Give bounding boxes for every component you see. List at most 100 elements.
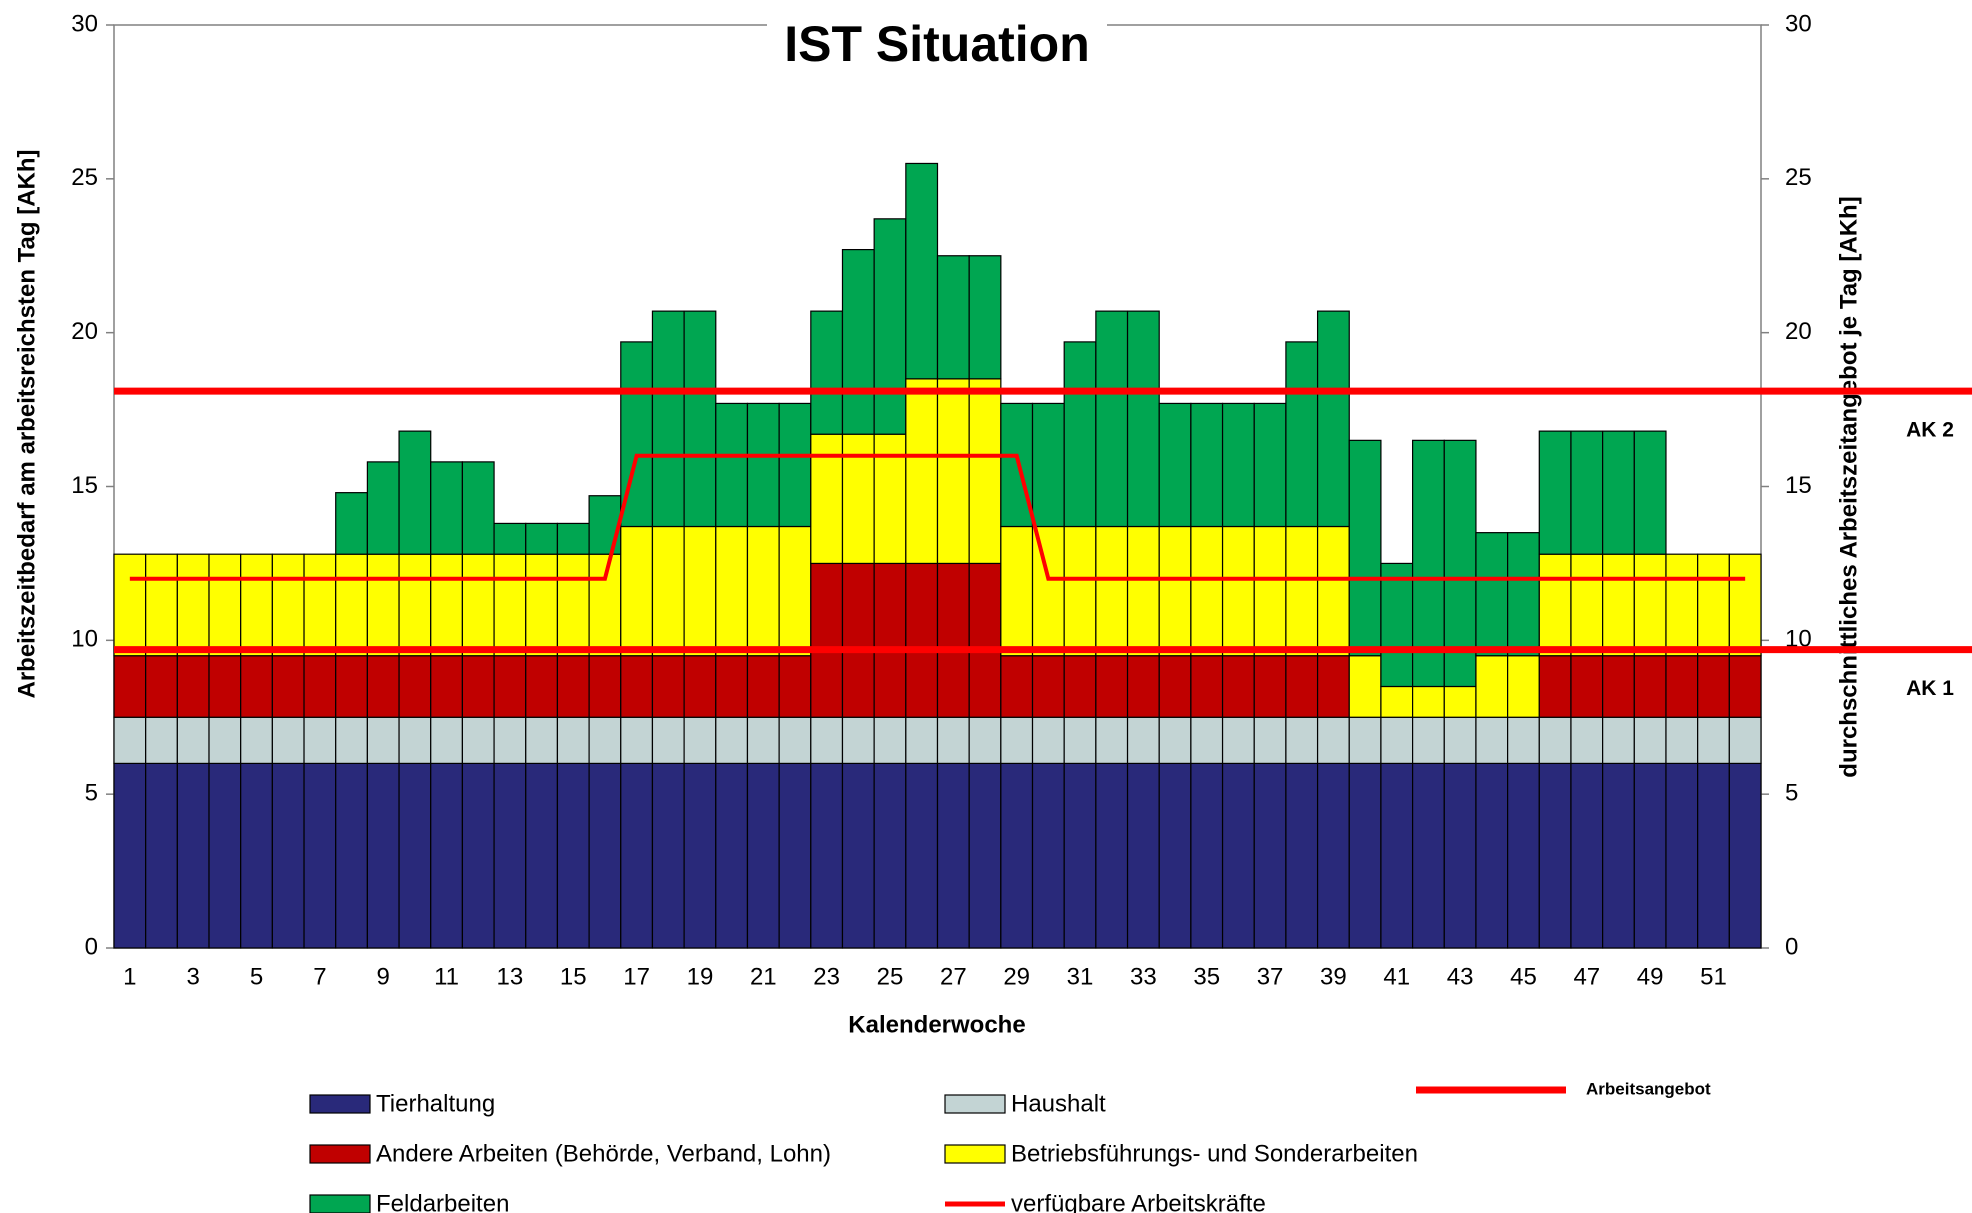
bar-segment <box>905 162 939 380</box>
bar-segment <box>1411 439 1445 688</box>
bar-segment <box>1000 525 1034 657</box>
chart-title: IST Situation <box>784 16 1090 72</box>
bar-segment <box>303 716 337 765</box>
bar-segment <box>746 655 780 718</box>
bar-segment <box>1443 716 1477 765</box>
bar-segment <box>556 762 590 949</box>
bar-segment <box>1285 655 1319 718</box>
x-tick-label: 31 <box>1067 963 1094 990</box>
bar-segment <box>1253 716 1287 765</box>
line-series <box>129 453 1746 581</box>
legend-swatch <box>944 1144 1006 1164</box>
bar-segment <box>1380 762 1414 949</box>
bar-segment <box>1538 716 1572 765</box>
bar-segment <box>1000 402 1034 528</box>
bar-segment <box>303 762 337 949</box>
bar-segment <box>1538 762 1572 949</box>
bar-segment <box>1316 310 1350 528</box>
bar-segment <box>1253 402 1287 528</box>
x-tick-label: 9 <box>377 963 390 990</box>
bar-segment <box>1602 762 1635 949</box>
bar-segment <box>588 495 622 555</box>
bar-segment <box>1728 716 1762 765</box>
title-background <box>767 10 1107 70</box>
bar-segment <box>905 716 939 765</box>
x-axis-title: Kalenderwoche <box>848 1011 1025 1038</box>
bar-segment <box>683 762 717 949</box>
bar-segment <box>335 655 368 718</box>
bar-segment <box>1316 525 1350 657</box>
x-tick-label: 27 <box>940 963 967 990</box>
bar-segment <box>683 716 717 765</box>
x-tick-label: 41 <box>1383 963 1410 990</box>
legend-label: Betriebsführungs- und Sonderarbeiten <box>1011 1140 1418 1167</box>
bar-segment <box>1697 762 1730 949</box>
bar-segment <box>145 553 178 657</box>
bar-segment <box>936 562 970 718</box>
bar-segment <box>1697 553 1730 657</box>
bar-segment <box>1316 762 1350 949</box>
bar-segment <box>810 716 844 765</box>
bar-segment <box>1602 430 1635 555</box>
bar-segment <box>556 655 590 718</box>
bar-segment <box>461 762 495 949</box>
x-tick-label: 19 <box>687 963 714 990</box>
x-tick-label: 1 <box>123 963 136 990</box>
bar-segment <box>936 716 970 765</box>
bar-segment <box>968 255 1002 380</box>
bar-segment <box>176 762 210 949</box>
x-tick-label: 7 <box>313 963 326 990</box>
bar-segment <box>176 553 210 657</box>
bar-segment <box>1190 762 1224 949</box>
bar-segment <box>1507 716 1540 765</box>
bar-segment <box>905 562 939 718</box>
bar-segment <box>1507 655 1540 718</box>
legend-swatch <box>309 1194 371 1213</box>
bar-segment <box>271 762 305 949</box>
bar-segment <box>1602 553 1635 657</box>
bar-segment <box>398 553 432 657</box>
bar-segment <box>1126 716 1160 765</box>
bar-segment <box>1411 762 1445 949</box>
bar-segment <box>588 553 622 657</box>
y-tick-label: 10 <box>71 626 98 653</box>
bar-segment <box>430 553 464 657</box>
y2-tick-label: 0 <box>1785 933 1798 960</box>
bar-segment <box>1031 655 1065 718</box>
bar-segment <box>1475 655 1509 718</box>
bar-segment <box>145 762 178 949</box>
bar-segment <box>1063 341 1097 528</box>
bar-segment <box>208 655 242 718</box>
bar-segment <box>556 716 590 765</box>
bar-segment <box>1221 402 1255 528</box>
bar-segment <box>1000 716 1034 765</box>
bar-segment <box>366 553 400 657</box>
reference-label: AK 2 <box>1906 419 1954 442</box>
reference-label: AK 1 <box>1906 677 1954 700</box>
bar-segment <box>620 655 654 718</box>
bar-segment <box>556 553 590 657</box>
bar-segment <box>525 553 559 657</box>
bar-segment <box>778 762 812 949</box>
bar-segment <box>1538 430 1572 555</box>
bar-segment <box>335 553 368 657</box>
bar-segment <box>113 762 147 949</box>
bar-segment <box>651 310 685 528</box>
bar-segment <box>493 522 527 555</box>
bar-segment <box>240 762 273 949</box>
bar-segment <box>968 562 1002 718</box>
bar-segment <box>778 525 812 657</box>
bar-segment <box>1158 525 1192 657</box>
bar-segment <box>1158 655 1192 718</box>
bar-segment <box>1063 655 1097 718</box>
bar-segment <box>936 762 970 949</box>
bar-segment <box>430 655 464 718</box>
bar-segment <box>1570 716 1604 765</box>
bar-segment <box>1443 762 1477 949</box>
x-tick-label: 43 <box>1447 963 1474 990</box>
bar-segment <box>905 762 939 949</box>
x-tick-label: 21 <box>750 963 777 990</box>
x-tick-label: 11 <box>434 963 459 990</box>
bar-segment <box>1665 553 1699 657</box>
